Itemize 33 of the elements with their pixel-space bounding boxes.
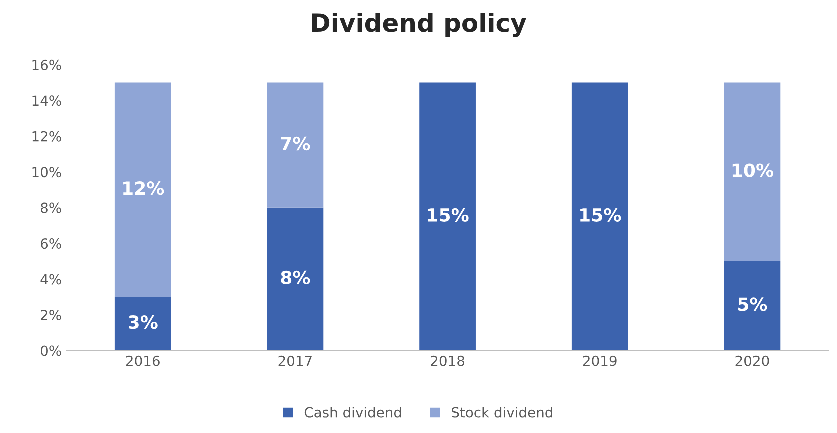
y-tick-label: 16% [32, 60, 62, 70]
data-label: 3% [129, 316, 158, 330]
legend-label: Cash dividend [304, 407, 402, 418]
x-tick-label: 2020 [736, 356, 770, 366]
bar [724, 261, 781, 351]
y-tick-label: 12% [32, 131, 62, 142]
data-label: 5% [738, 298, 768, 312]
y-tick-label: 4% [40, 274, 62, 285]
y-tick-label: 8% [41, 202, 62, 214]
y-tick-label: 14% [32, 96, 62, 106]
bar [114, 297, 172, 351]
y-tick-label: 2% [41, 310, 62, 320]
bar [267, 208, 324, 351]
data-label: 15% [428, 208, 469, 222]
x-tick-label: 2016 [126, 356, 160, 366]
legend-label: Stock dividend [452, 407, 552, 418]
x-tick-label: 2019 [583, 356, 617, 366]
y-tick-label: 0% [40, 346, 62, 356]
data-label: 7% [281, 136, 310, 151]
bar [267, 82, 324, 208]
bar [572, 82, 628, 351]
chart-title: Dividend policy [312, 12, 526, 38]
data-label: 10% [732, 164, 774, 178]
data-label: 15% [580, 208, 622, 222]
y-tick-label: 6% [41, 238, 62, 250]
data-label: 8% [281, 270, 310, 285]
x-tick-label: 2017 [278, 356, 312, 366]
bar [420, 82, 476, 351]
y-tick-label: 10% [32, 167, 62, 178]
bar [724, 82, 781, 262]
data-label: 12% [124, 182, 164, 196]
bar [114, 82, 172, 298]
x-tick-label: 2018 [431, 356, 465, 366]
